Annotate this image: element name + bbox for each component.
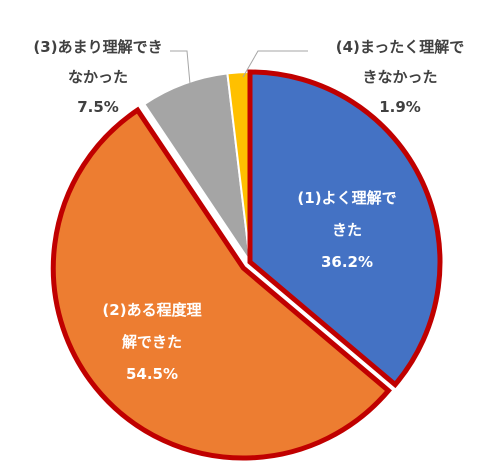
slice-4-category-label: (4)まったく理解で — [336, 38, 465, 56]
leader-line-3 — [170, 50, 191, 85]
slice-2-value-label: 54.5% — [126, 365, 178, 383]
pie-highlight-outlines — [50, 69, 443, 461]
slice-2-category-label: 解できた — [122, 333, 182, 351]
pie-slices — [52, 70, 441, 459]
slice-2-category-label: (2)ある程度理 — [102, 301, 201, 319]
slice-3-category-label: (3)あまり理解でき — [33, 38, 162, 56]
slice-4-value-label: 1.9% — [379, 98, 421, 116]
slice-1-category-label: きた — [332, 221, 362, 239]
slice-4-category-label: きなかった — [362, 68, 437, 86]
leader-line-4 — [242, 50, 308, 78]
leader-lines — [170, 50, 308, 85]
pie-slice-1-highlight — [247, 69, 443, 389]
slice-3-category-label: なかった — [68, 68, 128, 86]
slice-1-category-label: (1)よく理解で — [297, 189, 396, 207]
pie-slice-2-highlight — [50, 106, 392, 461]
slice-1-value-label: 36.2% — [321, 253, 373, 271]
slice-3-value-label: 7.5% — [77, 98, 119, 116]
